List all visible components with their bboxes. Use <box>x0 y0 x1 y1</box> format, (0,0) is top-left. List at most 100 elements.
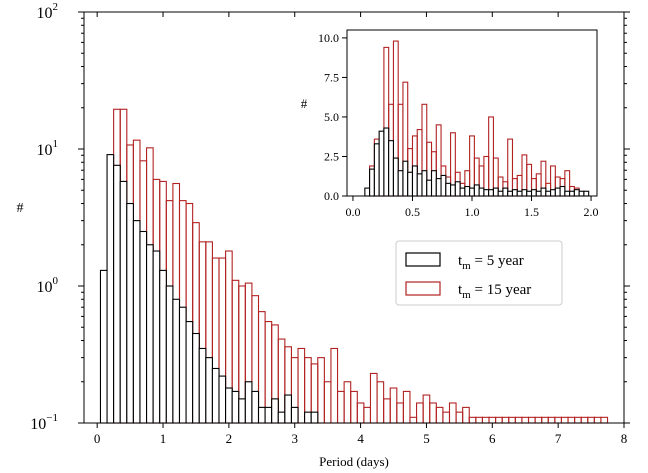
bar-15yr <box>521 416 530 424</box>
inset-bar-5yr <box>550 189 556 197</box>
inset-bar-5yr <box>497 190 504 197</box>
y-tick-label: 101 <box>37 138 59 159</box>
bar-15yr <box>567 416 576 424</box>
y-tick-label: 102 <box>37 1 59 22</box>
bar-15yr <box>574 416 582 424</box>
bar-15yr <box>481 416 490 424</box>
bar-15yr <box>297 347 306 424</box>
bar-5yr <box>99 269 108 424</box>
bar-5yr <box>152 250 161 424</box>
inset-bar-5yr <box>488 189 494 197</box>
inset-bar-5yr <box>554 187 561 197</box>
inset-bar-5yr <box>383 127 390 197</box>
x-tick-label: 6 <box>489 431 496 446</box>
bar-15yr <box>495 416 503 424</box>
bar-15yr <box>363 406 372 424</box>
main-axes-frame <box>83 11 625 424</box>
inset-y-axis-label: # <box>301 96 308 111</box>
inset-bar-5yr <box>578 190 585 197</box>
main-plot: 0 1 2 3 4 5 6 7 8 10−1 100 101 102 Period (days) # <box>17 1 630 469</box>
inset-bar-5yr <box>445 182 452 197</box>
x-tick-label: 5 <box>423 431 430 446</box>
bar-15yr <box>580 416 589 424</box>
bar-5yr <box>264 406 273 424</box>
inset-bar-5yr <box>473 184 480 197</box>
bar-15yr <box>409 416 418 424</box>
bar-5yr <box>205 357 213 424</box>
x-tick-label: 3 <box>291 431 298 446</box>
inset-bar-5yr <box>511 189 518 197</box>
bar-15yr <box>330 347 339 424</box>
inset-y-tick-label: 10.0 <box>318 31 339 45</box>
bar-15yr <box>350 390 358 424</box>
bar-15yr <box>514 416 523 424</box>
inset-bar-5yr <box>411 165 418 197</box>
x-tick-label: 7 <box>555 431 562 446</box>
inset-x-tick-label: 0.0 <box>345 205 360 219</box>
bar-5yr <box>304 411 312 424</box>
inset-y-tick-label: 2.5 <box>324 149 339 163</box>
inset-bar-5yr <box>583 190 590 197</box>
inset-x-tick-label: 0.5 <box>405 205 420 219</box>
inset-bar-5yr <box>483 189 490 197</box>
inset-y-tick-label: 5.0 <box>324 110 339 124</box>
bar-15yr <box>356 402 365 424</box>
inset-bar-5yr <box>392 157 399 197</box>
bar-5yr <box>198 347 207 424</box>
bar-15yr <box>534 416 543 424</box>
bar-5yr <box>126 202 134 424</box>
inset-bar-5yr <box>397 170 404 197</box>
bar-5yr <box>159 269 167 424</box>
inset-x-ticks: 0.0 0.5 1.0 1.5 2.0 <box>345 196 599 219</box>
bar-15yr <box>488 416 497 424</box>
bar-5yr <box>271 398 279 424</box>
bar-15yr <box>429 402 437 424</box>
legend-swatch-15yr <box>405 281 441 296</box>
inset-bar-5yr <box>388 140 394 197</box>
inset-bar-5yr <box>454 181 461 197</box>
bar-15yr <box>376 381 385 424</box>
bar-15yr <box>448 402 457 424</box>
bar-15yr <box>277 338 286 424</box>
inset-x-tick-label: 2.0 <box>584 205 599 219</box>
inset-bar-5yr <box>540 187 547 197</box>
inset-bar-5yr <box>521 189 528 197</box>
x-tick-label: 2 <box>226 431 233 446</box>
inset-bar-5yr <box>430 170 437 197</box>
inset-bar-5yr <box>407 171 414 197</box>
bar-15yr <box>396 402 404 424</box>
main-x-axis-label: Period (days) <box>319 454 389 469</box>
inset-plot: 0.0 0.5 1.0 1.5 2.0 0.0 2.5 5.0 7.5 10.0 # <box>301 29 599 219</box>
bar-15yr <box>389 387 398 424</box>
bar-15yr <box>527 416 536 424</box>
inset-bar-5yr <box>502 187 509 197</box>
bar-15yr <box>593 416 602 424</box>
bar-5yr <box>231 390 240 424</box>
inset-bar-5yr <box>364 187 371 197</box>
inset-bar-5yr <box>402 160 409 197</box>
inset-bar-5yr <box>440 174 447 197</box>
inset-bar-5yr <box>559 185 566 197</box>
bar-15yr <box>501 416 510 424</box>
x-tick-label: 4 <box>357 431 364 446</box>
bar-5yr <box>251 390 260 424</box>
bar-15yr <box>402 390 411 424</box>
bar-5yr <box>290 406 299 424</box>
y-tick-label: 10−1 <box>30 412 58 433</box>
legend-label-15yr: tm = 15 year <box>458 282 531 301</box>
bar-5yr <box>113 164 121 424</box>
bar-5yr <box>192 332 200 424</box>
main-x-ticks: 0 1 2 3 4 5 6 7 8 <box>94 12 627 446</box>
bar-15yr <box>422 394 431 424</box>
main-y-axis-label: # <box>17 201 24 216</box>
bar-5yr <box>211 367 220 424</box>
bar-5yr <box>119 180 128 424</box>
bar-5yr <box>185 321 194 424</box>
inset-y-ticks: 0.0 2.5 5.0 7.5 10.0 <box>318 31 347 203</box>
inset-bar-5yr <box>569 190 575 197</box>
inset-bar-5yr <box>526 190 533 197</box>
bar-5yr <box>146 244 154 424</box>
bar-15yr <box>323 381 332 424</box>
bar-5yr <box>225 387 233 424</box>
